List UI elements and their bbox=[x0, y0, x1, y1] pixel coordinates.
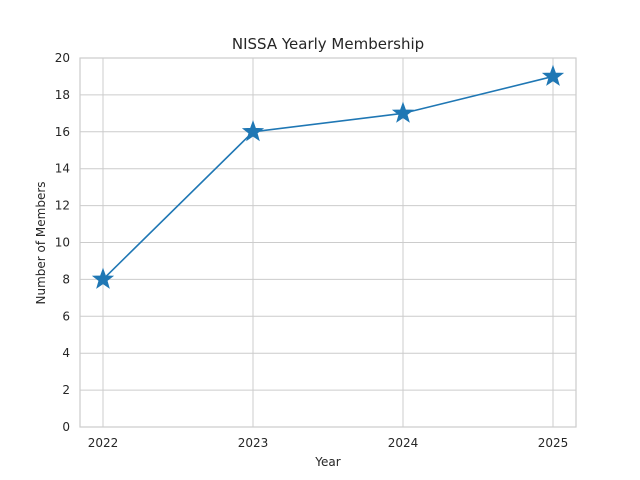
x-axis-label: Year bbox=[314, 455, 340, 469]
x-tick-label: 2024 bbox=[388, 436, 419, 450]
y-axis-label: Number of Members bbox=[34, 181, 48, 304]
y-tick-label: 20 bbox=[55, 51, 70, 65]
y-tick-label: 0 bbox=[62, 420, 70, 434]
plot-frame bbox=[79, 57, 577, 428]
series-group bbox=[91, 64, 565, 289]
y-tick-label: 16 bbox=[55, 125, 70, 139]
x-axis-ticks: 2022 2023 2024 2025 bbox=[88, 436, 569, 450]
y-tick-label: 4 bbox=[62, 346, 70, 360]
y-tick-label: 10 bbox=[55, 236, 70, 250]
series-line bbox=[102, 75, 554, 280]
y-tick-label: 2 bbox=[62, 383, 70, 397]
y-tick-label: 18 bbox=[55, 88, 70, 102]
y-axis-ticks: 0 2 4 6 8 10 12 14 16 18 20 bbox=[55, 51, 70, 434]
y-tick-label: 12 bbox=[55, 199, 70, 213]
y-tick-label: 6 bbox=[62, 309, 70, 323]
y-tick-label: 8 bbox=[62, 272, 70, 286]
star-marker-point bbox=[391, 101, 415, 123]
chart-title: NISSA Yearly Membership bbox=[232, 35, 424, 53]
star-marker-point bbox=[241, 120, 265, 142]
x-tick-label: 2022 bbox=[88, 436, 119, 450]
x-tick-label: 2023 bbox=[238, 436, 269, 450]
star-marker-point bbox=[541, 64, 565, 86]
y-tick-label: 14 bbox=[55, 162, 70, 176]
star-marker-point bbox=[91, 267, 115, 289]
x-tick-label: 2025 bbox=[538, 436, 569, 450]
